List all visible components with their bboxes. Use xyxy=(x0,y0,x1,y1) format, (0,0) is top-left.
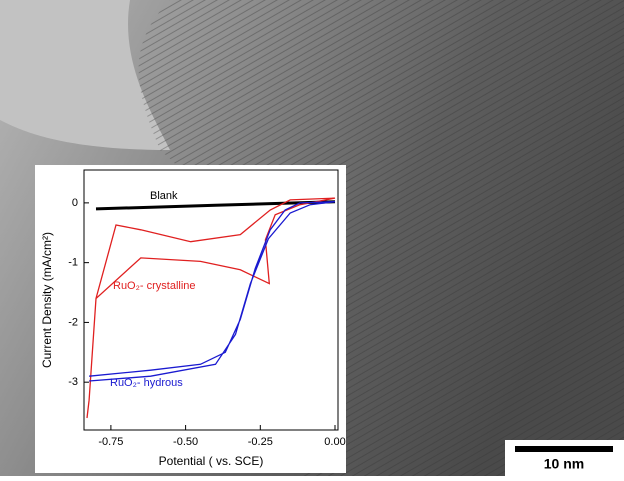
inset-panel xyxy=(35,165,346,473)
y-tick-label: -3 xyxy=(68,376,78,388)
y-tick-label: -1 xyxy=(68,257,78,269)
scale-bar xyxy=(515,446,613,452)
y-tick-label: -2 xyxy=(68,316,78,328)
y-tick-label: 0 xyxy=(72,197,78,209)
x-axis-label: Potential ( vs. SCE) xyxy=(159,454,264,468)
scale-bar-label: 10 nm xyxy=(544,456,584,472)
x-tick-label: -0.25 xyxy=(248,436,273,448)
series-label: Blank xyxy=(150,190,178,202)
x-tick-label: -0.75 xyxy=(98,436,123,448)
page: {"chart_data": {"type": "line", "x_label… xyxy=(0,0,624,476)
series-label: RuO₂- crystalline xyxy=(113,280,196,292)
x-tick-label: 0.00 xyxy=(324,436,345,448)
x-tick-label: -0.50 xyxy=(173,436,198,448)
y-axis-label: Current Density (mA/cm²) xyxy=(40,232,54,368)
series-label: RuO₂- hydrous xyxy=(110,377,183,389)
micrograph-figure: -3 -2 -1 0 -0.75 -0.50 -0.25 0.00 Potential ( vs… xyxy=(0,0,624,476)
